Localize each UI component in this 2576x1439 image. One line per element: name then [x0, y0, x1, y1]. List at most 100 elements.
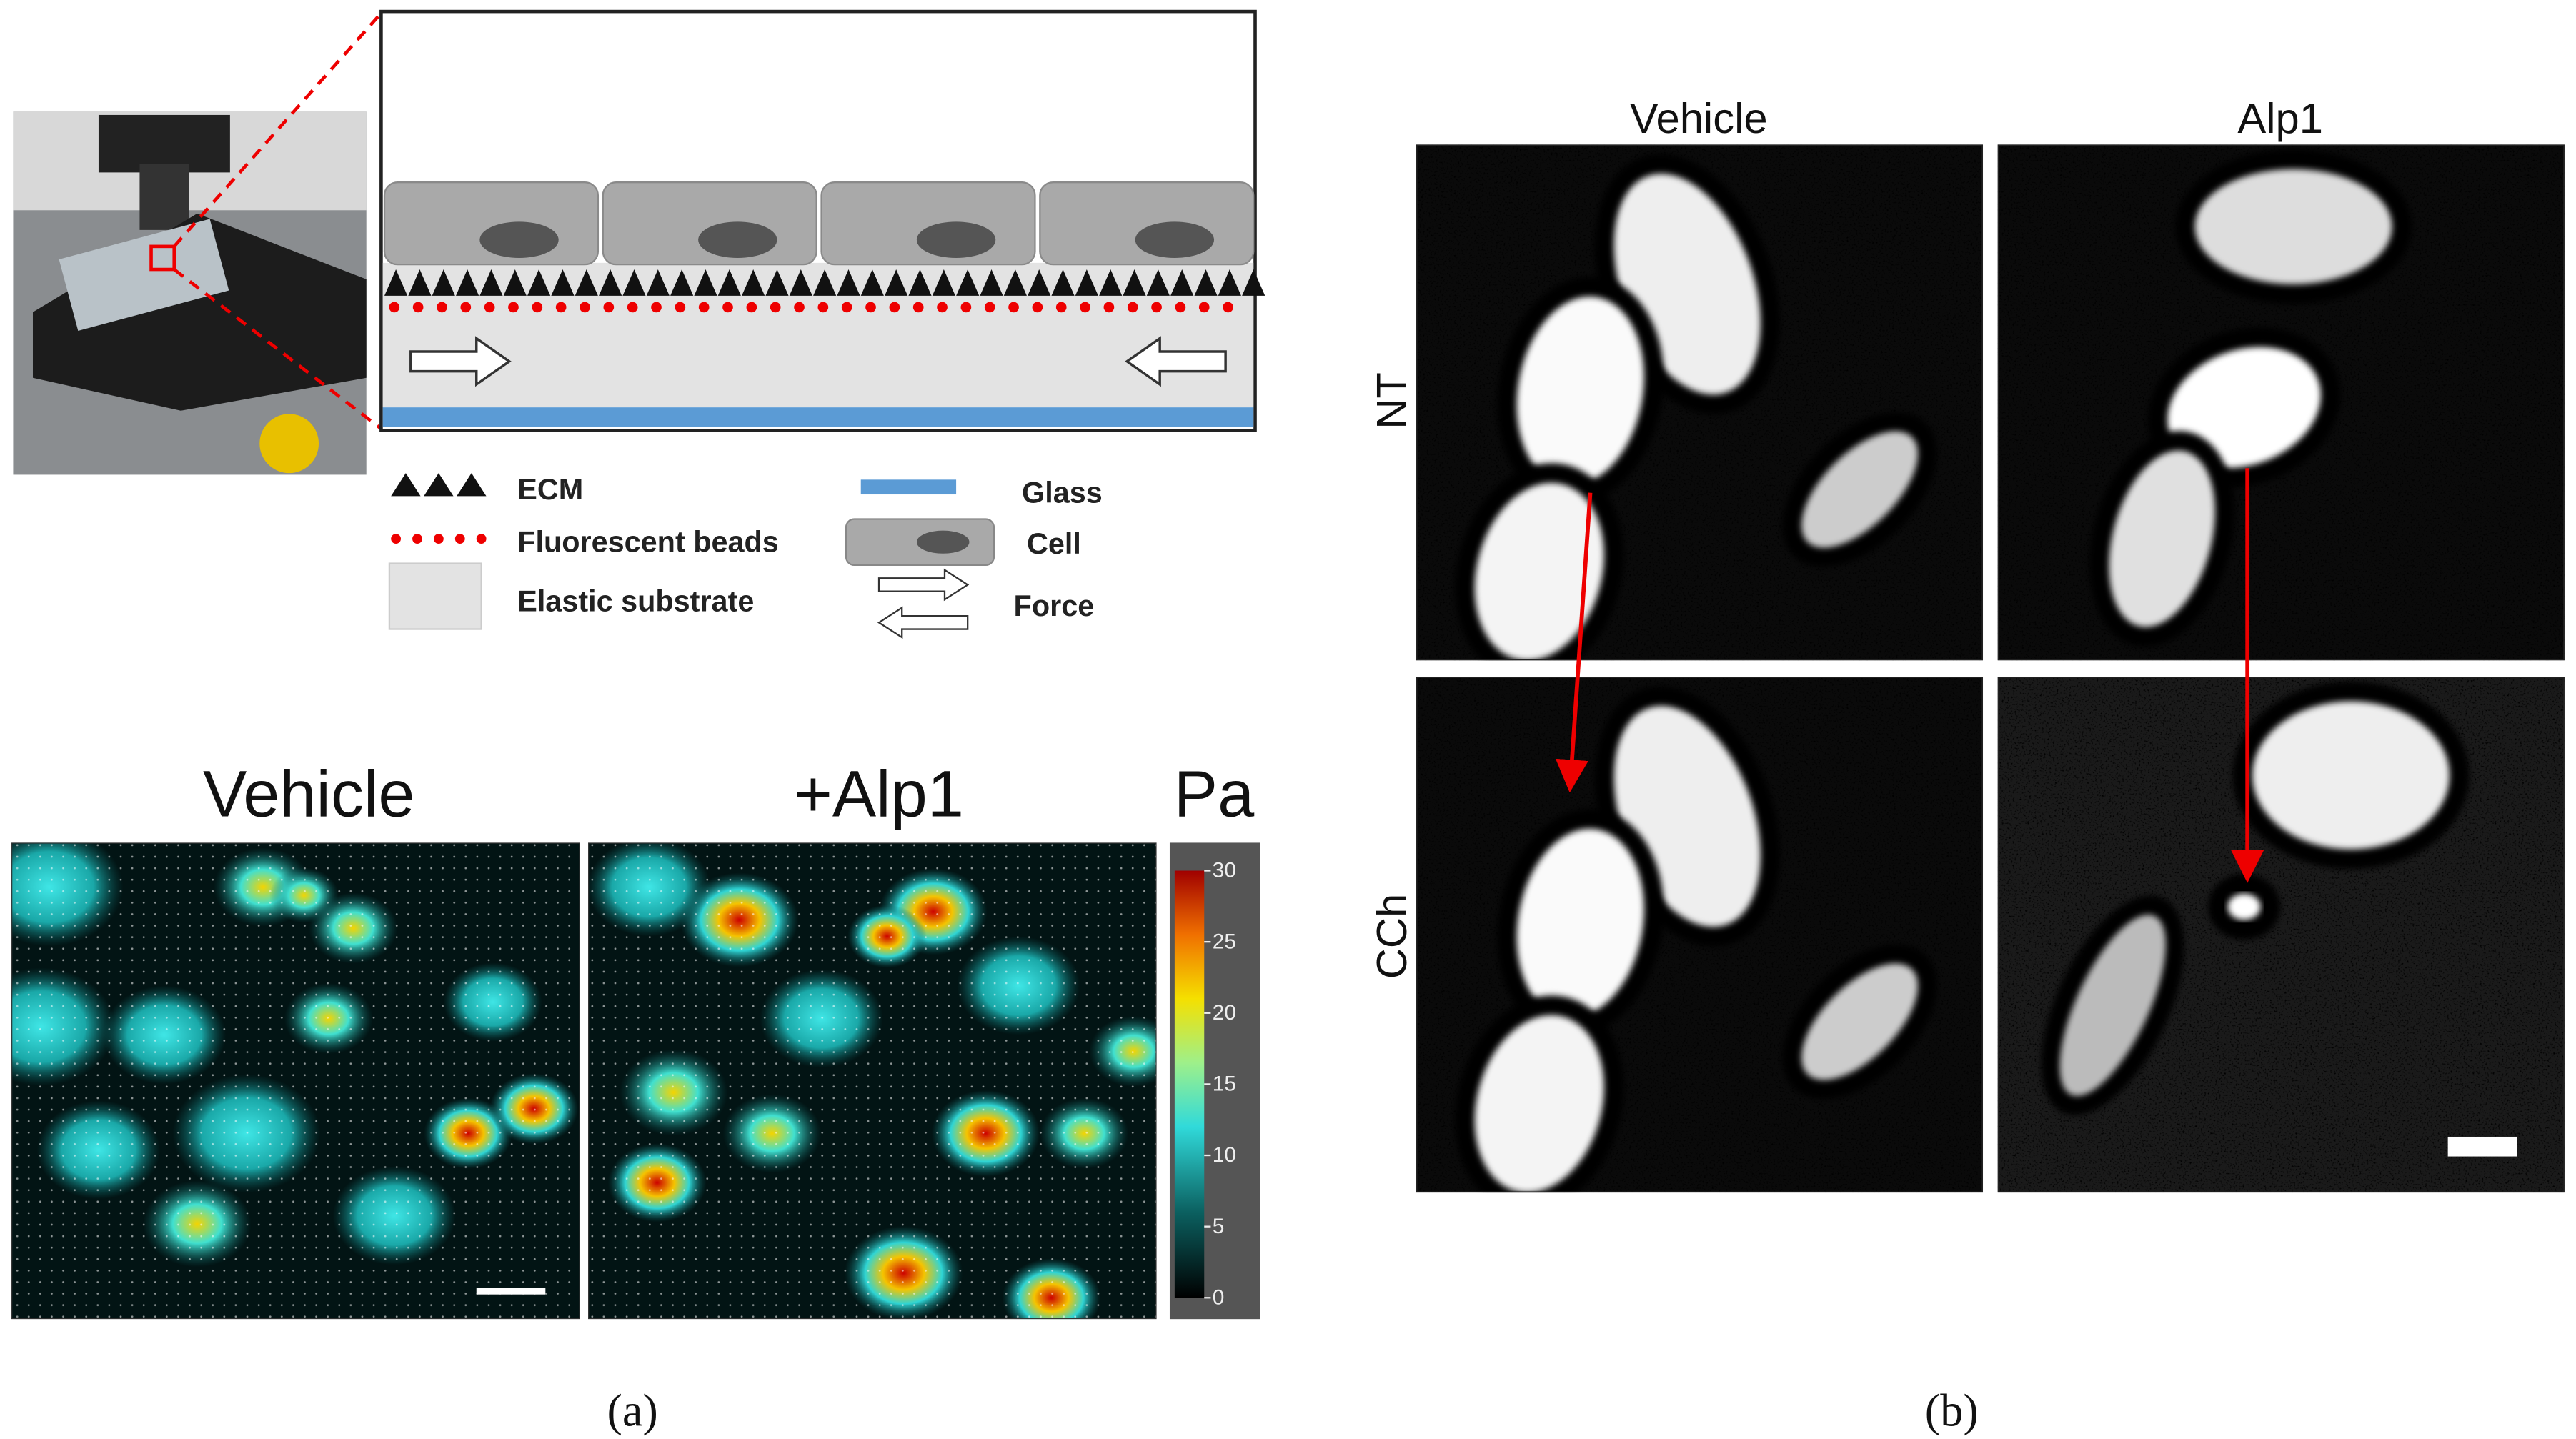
panel-label: (b) — [1925, 1385, 1979, 1436]
bead — [1103, 302, 1115, 313]
tissue — [1801, 963, 1919, 1080]
traction-map — [588, 842, 1157, 1320]
ecm — [694, 269, 717, 296]
nucleus — [479, 221, 559, 258]
vector-grid — [588, 842, 1157, 1320]
microscope-photo — [13, 111, 367, 475]
ecm — [575, 269, 598, 296]
legend-label: Elastic substrate — [517, 584, 754, 617]
ecm — [599, 269, 622, 296]
bead — [532, 302, 543, 313]
tissue — [2252, 701, 2450, 850]
ecm — [885, 269, 908, 296]
ecm — [1028, 269, 1051, 296]
legend-label: Fluorescent beads — [517, 525, 779, 558]
bead — [651, 302, 662, 313]
bead — [1175, 302, 1186, 313]
ecm — [479, 269, 503, 296]
bead — [937, 302, 948, 313]
bead — [912, 302, 924, 313]
row-title: CCh — [1368, 894, 1416, 980]
ecm — [670, 269, 694, 296]
ecm — [646, 269, 670, 296]
nucleus — [698, 221, 777, 258]
ecm — [1075, 269, 1098, 296]
legend-label: ECM — [517, 473, 583, 506]
colorbar-tick-label: 15 — [1213, 1072, 1236, 1096]
bead — [580, 302, 590, 313]
bead — [722, 302, 733, 313]
bead — [627, 302, 638, 313]
tissue — [2109, 450, 2215, 627]
scale-bar — [2447, 1136, 2517, 1157]
colorbar-tick-label: 5 — [1213, 1215, 1225, 1238]
bead — [1198, 302, 1210, 313]
tissue — [1516, 296, 1644, 486]
colorbar: 0 5 10 15 20 25 30 — [1169, 842, 1260, 1320]
ecm — [384, 269, 408, 296]
bead — [698, 302, 710, 313]
bead — [389, 302, 400, 313]
bead — [841, 302, 852, 313]
ecm — [1242, 269, 1265, 296]
ecm — [1146, 269, 1170, 296]
bead — [484, 302, 495, 313]
bead — [555, 302, 567, 313]
bead — [1008, 302, 1019, 313]
nucleus — [916, 221, 996, 258]
micrograph — [1416, 144, 1984, 661]
ecm — [765, 269, 789, 296]
arrow — [1555, 492, 1593, 793]
bead — [1055, 302, 1067, 313]
colorbar-tick-label: 10 — [1213, 1143, 1236, 1167]
bead — [460, 302, 472, 313]
bead — [770, 302, 781, 313]
tissue — [2194, 169, 2392, 284]
tissue — [2167, 347, 2321, 468]
bead — [1127, 302, 1138, 313]
zoom-line — [173, 268, 382, 430]
bead — [508, 302, 519, 313]
ecm — [980, 269, 1003, 296]
ecm — [932, 269, 955, 296]
tissue — [1516, 828, 1644, 1018]
bead — [817, 302, 829, 313]
traction-map — [11, 842, 580, 1320]
ecm — [1218, 269, 1241, 296]
ecm — [742, 269, 765, 296]
legend-label: Force — [1014, 589, 1095, 622]
ecm — [503, 269, 527, 296]
ecm — [1170, 269, 1194, 296]
ecm — [813, 269, 837, 296]
column-title: Alp1 — [2237, 94, 2323, 142]
scale-bar — [476, 1288, 546, 1295]
micrograph — [1997, 144, 2565, 661]
bead — [1080, 302, 1090, 313]
row-title: NT — [1368, 372, 1416, 429]
colorbar-unit: Pa — [1174, 758, 1255, 831]
ecm — [956, 269, 980, 296]
ecm — [789, 269, 812, 296]
vector-grid — [11, 842, 580, 1320]
ecm — [622, 269, 646, 296]
bead — [889, 302, 900, 313]
panel-label: (a) — [607, 1385, 657, 1436]
bead — [794, 302, 805, 313]
bead — [412, 302, 424, 313]
bead — [603, 302, 615, 313]
column-title: Vehicle — [1630, 94, 1768, 142]
micrographs — [1416, 144, 2565, 1193]
ecm — [837, 269, 860, 296]
tissue — [2227, 893, 2261, 920]
ecm — [408, 269, 432, 296]
micrograph — [1416, 677, 1984, 1193]
heatmap-title: Vehicle — [203, 758, 415, 831]
ecm — [860, 269, 884, 296]
ecm — [432, 269, 455, 296]
colorbar-tick-label: 25 — [1213, 930, 1236, 953]
ecm — [1194, 269, 1218, 296]
ecm — [456, 269, 479, 296]
ecm — [717, 269, 741, 296]
colorbar-tick-label: 0 — [1213, 1285, 1225, 1309]
